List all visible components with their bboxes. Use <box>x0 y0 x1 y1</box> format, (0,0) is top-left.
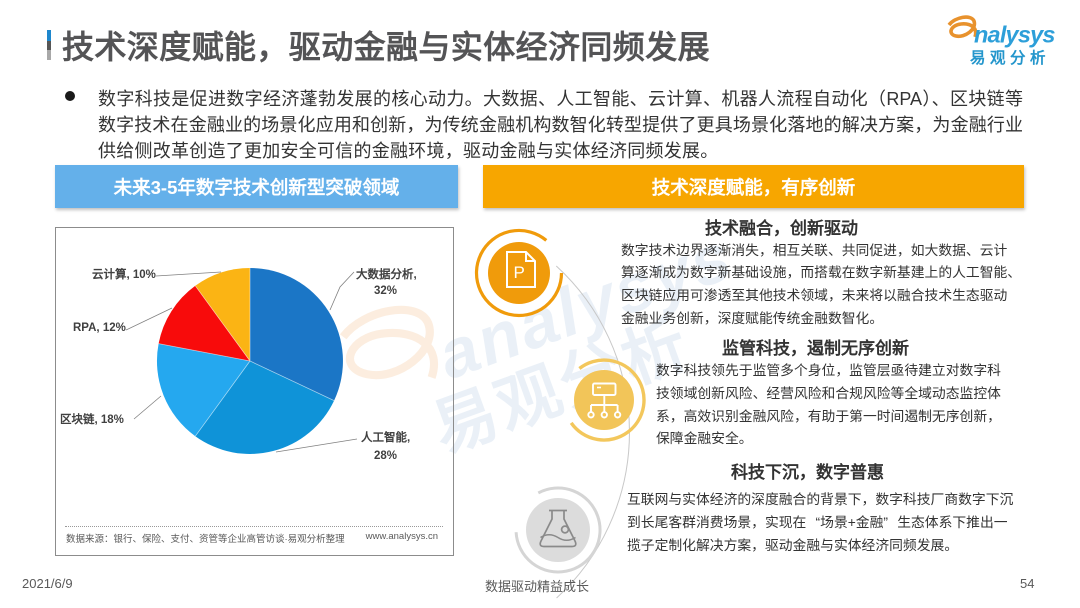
svg-text:易观分析: 易观分析 <box>970 48 1050 67</box>
svg-text:nalysys: nalysys <box>974 22 1055 48</box>
svg-text:P: P <box>514 263 525 282</box>
